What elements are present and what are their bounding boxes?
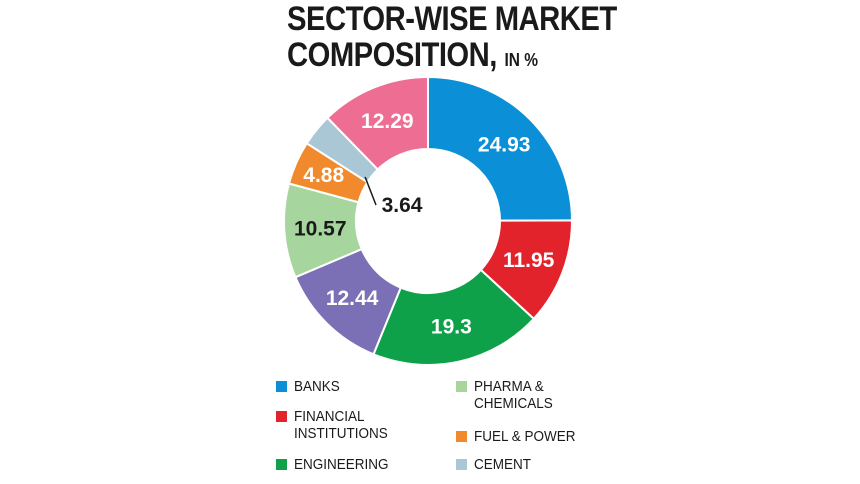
legend-label-cement: CEMENT	[474, 456, 532, 473]
legend-item-financial-institutions: FINANCIAL INSTITUTIONS	[276, 408, 398, 442]
legend-swatch-pharma-chemicals	[456, 381, 467, 392]
donut-slice-unlabeled-7	[326, 75, 429, 171]
chart-title-line-2: COMPOSITION, IN %	[287, 38, 538, 72]
leader-line-cement	[364, 176, 377, 206]
slice-value-label-cement: 3.64	[382, 194, 423, 217]
chart-title-unit: IN %	[504, 50, 539, 70]
legend-swatch-banks	[276, 381, 287, 392]
legend-label-fuel-power: FUEL & POWER	[474, 428, 576, 445]
legend-label-financial-institutions: FINANCIAL INSTITUTIONS	[294, 408, 388, 442]
slice-value-label-unlabeled-7: 12.29	[361, 110, 414, 133]
legend-swatch-cement	[456, 459, 467, 470]
legend-swatch-engineering	[276, 459, 287, 470]
legend-item-engineering: ENGINEERING	[276, 456, 399, 473]
chart-title-text-1: SECTOR-WISE MARKET	[287, 0, 617, 38]
legend-item-fuel-power: FUEL & POWER	[456, 428, 587, 445]
legend-swatch-financial-institutions	[276, 411, 287, 422]
legend-item-cement: CEMENT	[456, 456, 537, 473]
donut-slice-banks	[427, 75, 574, 222]
legend: BANKS FINANCIAL INSTITUTIONS ENGINEERING…	[276, 378, 596, 478]
slice-value-label-banks: 24.93	[478, 133, 531, 156]
legend-item-banks: BANKS	[276, 378, 345, 395]
slice-value-label-unlabeled-3: 12.44	[326, 287, 379, 310]
slice-value-label-pharma-chemicals: 10.57	[294, 217, 347, 240]
legend-swatch-fuel-power	[456, 431, 467, 442]
chart-title-line-1: SECTOR-WISE MARKET	[287, 2, 617, 36]
legend-label-banks: BANKS	[294, 378, 340, 395]
slice-value-label-financial-institutions: 11.95	[503, 249, 555, 272]
slice-value-label-engineering: 19.3	[431, 315, 472, 338]
legend-label-engineering: ENGINEERING	[294, 456, 389, 473]
slice-value-label-fuel-power: 4.88	[303, 164, 344, 187]
donut-slice-engineering	[372, 268, 536, 366]
chart-title-text-2: COMPOSITION,	[287, 36, 497, 74]
legend-item-pharma-chemicals: PHARMA & CHEMICALS	[456, 378, 562, 412]
legend-label-pharma-chemicals: PHARMA & CHEMICALS	[474, 378, 553, 412]
